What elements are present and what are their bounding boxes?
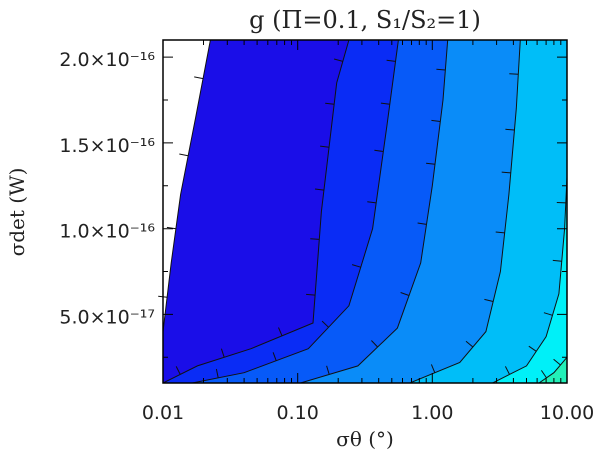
plot-border [162, 39, 568, 384]
contour-region-5 [409, 40, 567, 383]
x-tick-label: 10.00 [540, 402, 594, 424]
y-tick-label: 5.0×10⁻¹⁷ [59, 306, 155, 328]
contour-line-2 [192, 39, 399, 384]
y-tick-label: 2.0×10⁻¹⁶ [59, 49, 155, 71]
contour-regions [163, 40, 567, 383]
plot-frame [162, 39, 568, 384]
tick-marks [162, 40, 568, 383]
contour-line-1 [162, 39, 350, 384]
contour-line-4-ticks [430, 73, 519, 373]
contour-region-2 [163, 40, 399, 383]
contour-line-4 [409, 39, 521, 384]
x-tick-label: 1.00 [411, 402, 453, 424]
y-axis-label: σdet (W) [5, 168, 29, 257]
contour-line-0 [162, 39, 211, 332]
chart-title: g (Π=0.1, S₁/S₂=1) [249, 6, 481, 34]
axis-ticks: 0.01 0.10 1.00 10.00 5.0×10⁻¹⁷ 1.0×10⁻¹⁶ 1.5×1… [59, 40, 594, 424]
contour-region-6 [492, 177, 567, 383]
contour-line-3 [300, 39, 449, 384]
contour-region-1 [163, 40, 349, 383]
y-tick-label: 1.5×10⁻¹⁶ [59, 135, 155, 157]
contour-line-6 [538, 356, 568, 384]
x-tick-label: 0.10 [277, 402, 319, 424]
contour-region-0 [163, 40, 211, 332]
contour-lines [158, 39, 568, 384]
y-tick-label: 1.0×10⁻¹⁶ [59, 221, 155, 243]
contour-region-4 [300, 40, 521, 383]
contour-line-5-ticks [504, 202, 566, 375]
contour-line-2-ticks [215, 59, 396, 378]
contour-line-3-ticks [326, 68, 446, 375]
x-tick-label: 0.01 [142, 402, 184, 424]
contour-line-1-ticks [175, 58, 343, 375]
contour-region-7 [539, 357, 567, 383]
x-axis-label: σθ (°) [336, 427, 394, 451]
contour-region-3 [192, 40, 448, 383]
contour-line-6-ticks [540, 358, 561, 379]
